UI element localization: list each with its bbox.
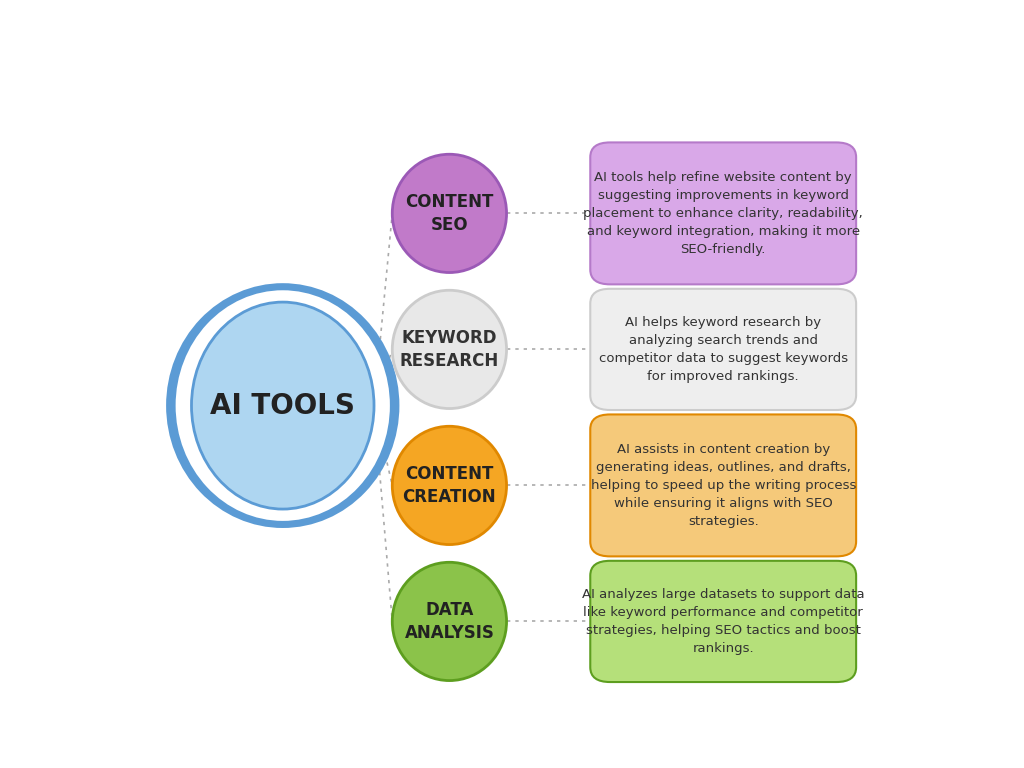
Text: KEYWORD
RESEARCH: KEYWORD RESEARCH <box>399 329 499 370</box>
Text: AI helps keyword research by
analyzing search trends and
competitor data to sugg: AI helps keyword research by analyzing s… <box>599 316 848 383</box>
Text: AI tools help refine website content by
suggesting improvements in keyword
place: AI tools help refine website content by … <box>584 171 863 256</box>
Ellipse shape <box>392 426 507 545</box>
Text: AI analyzes large datasets to support data
like keyword performance and competit: AI analyzes large datasets to support da… <box>582 588 864 655</box>
FancyBboxPatch shape <box>590 561 856 682</box>
Ellipse shape <box>392 290 507 409</box>
Ellipse shape <box>176 290 390 521</box>
Text: AI TOOLS: AI TOOLS <box>210 392 355 419</box>
Ellipse shape <box>392 562 507 680</box>
Text: CONTENT
CREATION: CONTENT CREATION <box>402 465 497 506</box>
Text: DATA
ANALYSIS: DATA ANALYSIS <box>404 601 495 642</box>
Ellipse shape <box>392 154 507 273</box>
Ellipse shape <box>191 302 374 509</box>
Text: CONTENT
SEO: CONTENT SEO <box>406 193 494 234</box>
FancyBboxPatch shape <box>590 415 856 556</box>
Text: AI assists in content creation by
generating ideas, outlines, and drafts,
helpin: AI assists in content creation by genera… <box>591 443 856 528</box>
Ellipse shape <box>166 283 399 528</box>
FancyBboxPatch shape <box>590 142 856 284</box>
FancyBboxPatch shape <box>590 289 856 410</box>
